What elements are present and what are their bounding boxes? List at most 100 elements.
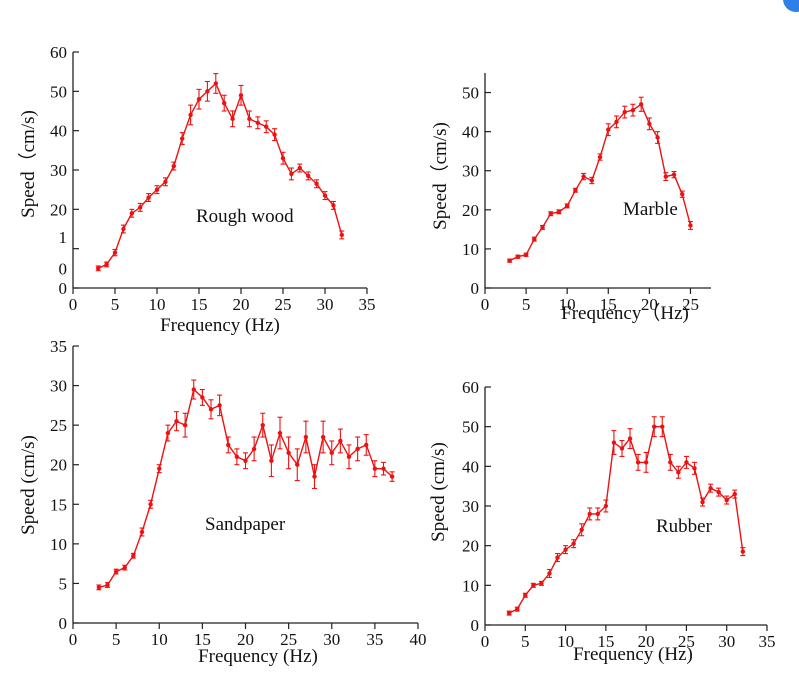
data-point: [523, 593, 528, 598]
y-tick-label: 0: [471, 616, 480, 635]
y-tick-label: 50: [50, 82, 67, 101]
data-point: [630, 107, 636, 113]
data-point: [708, 485, 713, 491]
y-tick-label: 60: [50, 43, 67, 62]
chart-rubber: Speed (cm/s) Frequency (Hz) Rubber 0 5 10 1…: [428, 378, 776, 665]
data-point: [338, 438, 343, 444]
y-tick-label: 0: [59, 614, 68, 633]
data-point: [571, 541, 576, 546]
x-tick-label: 20: [641, 295, 658, 314]
y-tick-label: 10: [462, 240, 479, 259]
x-tick-label: 5: [522, 295, 531, 314]
x-tick-label: 5: [112, 630, 121, 649]
y-tick-label: 15: [50, 495, 67, 514]
y-tick-label: 10: [50, 535, 67, 554]
data-point: [113, 569, 119, 574]
data-point: [131, 553, 136, 558]
data-point: [269, 458, 274, 463]
data-point: [286, 450, 291, 456]
data-point: [531, 583, 536, 588]
data-point: [652, 424, 657, 429]
x-tick-label: 30: [718, 632, 735, 651]
data-point: [532, 236, 537, 242]
x-tick-label: 10: [557, 632, 574, 651]
x-tick-label: 20: [638, 632, 655, 651]
data-point: [660, 424, 665, 429]
data-point: [96, 266, 101, 271]
data-point: [603, 503, 609, 509]
y-tick-label: 20: [462, 537, 479, 556]
data-point: [205, 89, 210, 94]
y-tick-label: 60: [462, 378, 479, 397]
y-tick-label: 0: [471, 279, 480, 298]
data-point: [740, 549, 746, 554]
y-tick-label: 20: [50, 200, 67, 219]
data-point: [329, 450, 334, 456]
y-axis-label: Speed (cm/s): [18, 435, 39, 535]
data-point: [555, 555, 560, 560]
x-axis-label: Frequency (Hz): [573, 644, 693, 665]
x-axis-label: Frequency (Hz): [160, 315, 280, 336]
data-point: [104, 262, 109, 267]
data-point: [217, 403, 222, 408]
chart-marble: Speed（cm/s) Frequency（Hz) Marble 0 5 10 15 2…: [429, 73, 711, 324]
data-point: [515, 606, 520, 612]
data-point: [277, 430, 283, 436]
data-point: [112, 250, 118, 255]
surface-label: Marble: [623, 199, 678, 220]
series-line: [98, 388, 393, 589]
y-tick-label: 0: [59, 259, 68, 278]
x-tick-label: 30: [317, 295, 334, 314]
y-tick-label: 30: [462, 497, 479, 516]
data-point: [331, 203, 336, 208]
data-point: [255, 120, 260, 126]
data-point: [264, 124, 269, 129]
data-point: [692, 466, 697, 471]
x-tick-label: 10: [559, 295, 576, 314]
data-point: [339, 232, 344, 238]
data-point: [540, 225, 545, 230]
data-point: [295, 462, 300, 467]
data-point: [564, 203, 570, 209]
x-tick-label: 10: [151, 630, 168, 649]
data-point: [597, 154, 603, 160]
data-point: [548, 211, 553, 216]
data-point: [171, 163, 176, 169]
x-tick-label: 0: [69, 295, 78, 314]
data-point: [122, 565, 127, 570]
x-tick-label: 35: [366, 630, 383, 649]
data-point: [243, 458, 248, 463]
data-point: [563, 547, 568, 552]
y-tick-label: 0: [59, 279, 68, 298]
data-point: [154, 187, 160, 192]
data-point: [647, 121, 652, 127]
data-point: [671, 172, 677, 177]
data-point: [129, 211, 134, 216]
x-tick-label: 5: [521, 632, 530, 651]
x-tick-label: 20: [237, 630, 254, 649]
chart-sandpaper: Speed (cm/s) Frequency (Hz) Sandpaper 0 5…: [18, 340, 427, 667]
y-tick-label: 50: [462, 418, 479, 437]
x-axis-label: Frequency（Hz): [561, 302, 689, 324]
x-tick-label: 35: [359, 295, 376, 314]
y-tick-label: 50: [462, 84, 479, 103]
data-point: [121, 226, 126, 232]
x-tick-label: 35: [759, 632, 776, 651]
data-point: [680, 191, 685, 197]
data-point: [614, 119, 619, 125]
x-tick-label: 15: [597, 632, 614, 651]
data-point: [226, 442, 231, 448]
data-point: [346, 454, 352, 459]
data-point: [312, 474, 317, 479]
x-tick-label: 0: [481, 295, 490, 314]
x-tick-label: 25: [682, 295, 699, 314]
data-point: [146, 195, 151, 200]
data-point: [676, 470, 681, 475]
x-tick-label: 40: [410, 630, 427, 649]
data-point: [272, 132, 277, 137]
data-point: [668, 460, 673, 465]
y-tick-label: 1: [59, 228, 68, 247]
x-tick-label: 10: [149, 295, 166, 314]
data-point: [684, 460, 689, 465]
data-point: [627, 436, 633, 441]
